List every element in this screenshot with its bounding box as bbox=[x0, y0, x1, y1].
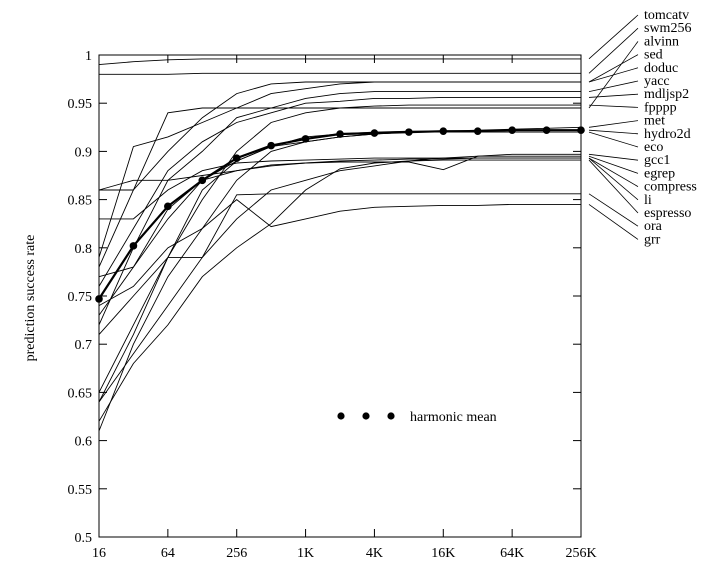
series-line-swm256 bbox=[99, 72, 581, 75]
series-line-grr bbox=[98, 199, 581, 306]
harmonic-mean-point bbox=[164, 202, 172, 211]
series-line-li bbox=[98, 157, 581, 191]
series-label-egrep: egrep bbox=[644, 166, 675, 181]
series-label-eco: eco bbox=[644, 140, 663, 155]
plot-frame bbox=[98, 54, 582, 538]
label-connector bbox=[588, 93, 639, 98]
label-connector bbox=[588, 120, 639, 128]
x-tick-label: 64 bbox=[161, 546, 175, 561]
right-labels: tomcatvswm256alvinnseddoducyaccmdljsp2fp… bbox=[644, 8, 697, 247]
series-lines bbox=[98, 58, 582, 432]
harmonic-mean-point bbox=[577, 126, 585, 134]
harmonic-mean-point bbox=[370, 129, 379, 137]
y-tick-label: 0.85 bbox=[68, 194, 93, 209]
series-line-ora bbox=[98, 193, 581, 335]
series-line-espresso bbox=[98, 159, 581, 422]
harmonic-mean-point bbox=[439, 127, 448, 135]
x-tick-label: 4K bbox=[366, 546, 383, 561]
label-connector bbox=[588, 104, 639, 108]
harmonic-mean-point bbox=[232, 154, 241, 162]
series-line-egrep bbox=[98, 155, 581, 278]
harmonic-mean-point bbox=[336, 130, 344, 138]
x-tick-label: 256K bbox=[565, 546, 596, 561]
harmonic-mean-point bbox=[405, 128, 413, 136]
legend: harmonic mean bbox=[337, 410, 497, 425]
harmonic-mean-point bbox=[198, 176, 207, 185]
label-connector bbox=[588, 159, 639, 214]
y-axis-title: prediction success rate bbox=[23, 235, 38, 362]
series-label-tomcatv: tomcatv bbox=[644, 8, 689, 23]
y-tick-label: 1 bbox=[85, 49, 92, 64]
label-connector bbox=[588, 54, 639, 83]
series-label-swm256: swm256 bbox=[644, 21, 691, 36]
label-connector bbox=[588, 80, 639, 93]
series-label-doduc: doduc bbox=[644, 61, 678, 76]
series-line-yacc bbox=[98, 91, 581, 326]
y-tick-label: 0.5 bbox=[75, 531, 93, 546]
harmonic-mean-markers bbox=[95, 126, 585, 303]
harmonic-mean-point bbox=[129, 242, 138, 250]
y-tick-label: 0.95 bbox=[68, 97, 93, 112]
legend-marker-1 bbox=[337, 412, 345, 420]
label-connector bbox=[588, 157, 639, 187]
y-tick-label: 0.75 bbox=[68, 290, 93, 305]
series-line-doduc bbox=[98, 81, 581, 268]
harmonic-mean-point bbox=[508, 126, 516, 134]
series-label-mdljsp2: mdljsp2 bbox=[644, 87, 689, 102]
legend-label: harmonic mean bbox=[410, 410, 497, 425]
series-line-compress bbox=[99, 157, 581, 220]
series-label-espresso: espresso bbox=[644, 206, 691, 221]
series-line-fpppp bbox=[98, 104, 581, 403]
series-line-met bbox=[98, 126, 582, 393]
harmonic-mean-point bbox=[301, 135, 310, 143]
y-tick-label: 0.7 bbox=[75, 338, 93, 353]
series-label-hydro2d: hydro2d bbox=[644, 127, 691, 142]
label-connector bbox=[588, 129, 639, 135]
y-axis: 0.5 0.55 0.6 0.65 0.7 0.75 0.8 0.85 0.9 0.95 1 bbox=[68, 49, 581, 546]
series-label-ora: ora bbox=[644, 219, 663, 234]
series-line-mdljsp2 bbox=[98, 96, 581, 287]
series-label-grr: grr bbox=[644, 232, 661, 247]
label-connectors bbox=[588, 14, 639, 240]
label-connector bbox=[588, 27, 639, 74]
label-connector bbox=[588, 157, 639, 201]
x-axis: 16 64 256 1K 4K 16K 64K 256K bbox=[92, 55, 597, 561]
series-label-fpppp: fpppp bbox=[644, 100, 677, 115]
label-connector bbox=[588, 14, 639, 60]
harmonic-mean-point bbox=[473, 127, 482, 135]
series-label-yacc: yacc bbox=[644, 74, 670, 89]
y-tick-label: 0.6 bbox=[75, 435, 93, 450]
label-connector bbox=[588, 193, 639, 227]
label-connector bbox=[588, 67, 639, 83]
x-tick-label: 64K bbox=[500, 546, 524, 561]
x-tick-label: 256 bbox=[226, 546, 247, 561]
y-tick-label: 0.55 bbox=[68, 483, 93, 498]
label-connector bbox=[588, 131, 639, 148]
series-label-alvinn: alvinn bbox=[644, 34, 679, 49]
y-tick-label: 0.8 bbox=[75, 242, 93, 257]
legend-marker-3 bbox=[387, 412, 395, 420]
series-label-sed: sed bbox=[644, 48, 663, 63]
label-connector bbox=[588, 204, 639, 240]
harmonic-mean-point bbox=[542, 126, 551, 134]
series-label-compress: compress bbox=[644, 180, 697, 195]
x-tick-label: 1K bbox=[297, 546, 314, 561]
series-label-gcc1: gcc1 bbox=[644, 153, 670, 168]
harmonic-mean-point bbox=[95, 295, 103, 303]
label-connector bbox=[588, 155, 639, 174]
y-tick-label: 0.9 bbox=[75, 145, 93, 160]
legend-marker-2 bbox=[362, 412, 370, 420]
series-line-tomcatv bbox=[98, 58, 581, 66]
series-label-met: met bbox=[644, 114, 665, 129]
harmonic-mean-point bbox=[267, 141, 275, 150]
x-tick-label: 16K bbox=[431, 546, 455, 561]
label-connector bbox=[588, 153, 639, 161]
series-label-li: li bbox=[644, 193, 652, 208]
x-tick-label: 16 bbox=[92, 546, 106, 561]
y-tick-label: 0.65 bbox=[68, 386, 93, 401]
series-line-gcc1 bbox=[98, 153, 581, 403]
